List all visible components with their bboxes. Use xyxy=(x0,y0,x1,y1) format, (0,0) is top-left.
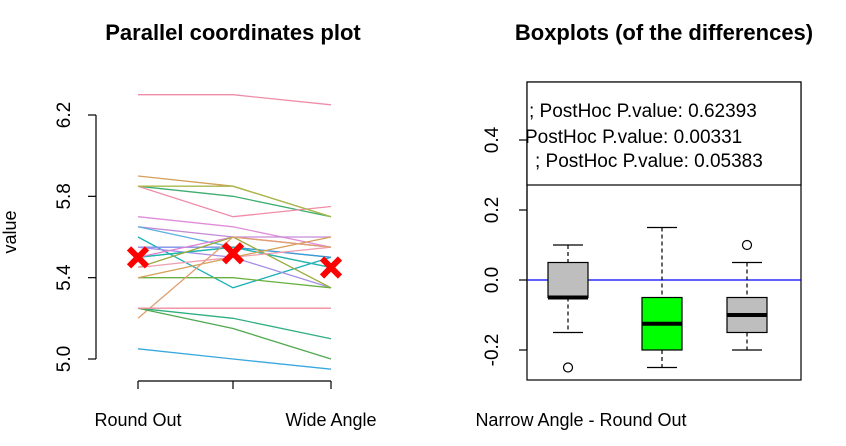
right-x-tick-label: Narrow Angle - Round Out xyxy=(475,410,686,430)
series-line xyxy=(137,185,332,218)
left-title: Parallel coordinates plot xyxy=(105,20,361,45)
boxplot xyxy=(641,226,683,369)
legend-entry: ; PostHoc P.value: 0.05383 xyxy=(535,151,763,172)
left-x-axis: Round Out Wide Angle xyxy=(94,380,377,430)
legend-box xyxy=(526,81,802,186)
outlier-point xyxy=(562,362,574,373)
mean-marker xyxy=(319,256,343,279)
left-y-tick-label: 5.8 xyxy=(54,183,75,209)
series-line xyxy=(137,236,332,319)
mean-marker xyxy=(221,242,245,265)
mean-marker-stroke xyxy=(126,246,150,269)
right-title: Boxplots (of the differences) xyxy=(515,20,813,45)
series-line xyxy=(138,185,332,218)
mean-marker-stroke xyxy=(319,256,343,279)
left-mean-markers xyxy=(126,242,343,279)
left-x-tick-label: Wide Angle xyxy=(285,410,376,430)
mean-marker-stroke xyxy=(221,242,245,265)
series-line xyxy=(137,307,332,340)
right-boxes xyxy=(547,226,768,373)
box xyxy=(547,261,589,299)
series-line xyxy=(137,226,331,238)
outlier-point xyxy=(741,239,753,251)
right-x-labels: Narrow Angle - Round Out xyxy=(475,410,686,430)
series-line xyxy=(137,185,332,218)
series-line xyxy=(137,307,332,360)
series-line xyxy=(138,277,332,289)
series-line xyxy=(137,348,332,370)
right-y-tick-label: 0.2 xyxy=(482,197,503,223)
left-x-tick-label: Round Out xyxy=(94,410,181,430)
left-series-lines xyxy=(137,94,332,370)
boxplot xyxy=(547,244,589,373)
right-legend: ; PostHoc P.value: 0.62393 PostHoc P.valu… xyxy=(525,81,802,186)
legend-entry: PostHoc P.value: 0.00331 xyxy=(525,127,742,148)
left-y-axis: 5.0 5.4 5.8 6.2 xyxy=(54,102,97,372)
series-line xyxy=(137,246,332,269)
boxplot-panel: Boxplots (of the differences) -0.2 0.0 0.2… xyxy=(475,20,813,430)
left-y-tick-label: 5.0 xyxy=(54,346,75,372)
right-y-axis: -0.2 0.0 0.2 0.4 xyxy=(482,126,528,367)
parallel-coordinates-panel: Parallel coordinates plot value 5.05.45.… xyxy=(0,20,377,430)
left-ylabel: value xyxy=(0,210,20,253)
right-y-tick-label: 0.0 xyxy=(482,267,503,293)
right-y-tick-label: 0.4 xyxy=(482,126,503,153)
series-line xyxy=(138,94,332,106)
boxplot xyxy=(726,239,768,351)
right-y-tick-label: -0.2 xyxy=(482,334,503,367)
series-line xyxy=(137,216,332,248)
mean-marker xyxy=(126,246,150,269)
left-y-tick-label: 5.4 xyxy=(54,264,75,291)
legend-entry: ; PostHoc P.value: 0.62393 xyxy=(529,101,757,122)
left-y-tick-label: 6.2 xyxy=(54,102,75,128)
